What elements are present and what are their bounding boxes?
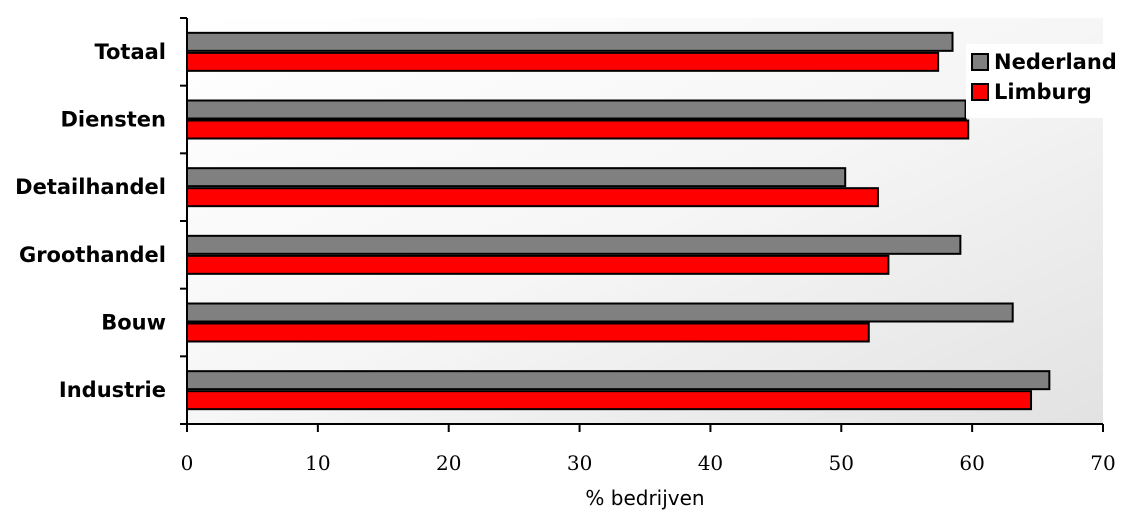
bar-nederland-diensten (186, 99, 967, 120)
x-tick-label-20: 20 (436, 451, 461, 475)
x-tick-label-30: 30 (567, 451, 592, 475)
bar-limburg-groothandel (186, 254, 890, 275)
x-tick-label-40: 40 (698, 451, 723, 475)
x-tick-label-10: 10 (305, 451, 330, 475)
category-label-diensten: Diensten (60, 108, 166, 132)
plot-area (187, 18, 1103, 424)
legend-label-limburg: Limburg (994, 80, 1092, 104)
bar-nederland-industrie (186, 370, 1051, 391)
tick-labels: 0 10 20 30 40 50 60 70 (181, 451, 1116, 475)
bar-limburg-detailhandel (186, 187, 879, 208)
bar-limburg-diensten (186, 119, 970, 140)
bar-nederland-groothandel (186, 234, 962, 255)
x-tick-label-60: 60 (959, 451, 984, 475)
bar-nederland-bouw (186, 302, 1014, 323)
bar-limburg-totaal (186, 51, 940, 72)
category-label-bouw: Bouw (101, 311, 166, 335)
bar-limburg-bouw (186, 322, 870, 343)
category-label-groothandel: Groothandel (19, 243, 166, 267)
x-tick-label-50: 50 (829, 451, 854, 475)
legend-label-nederland: Nederland (994, 50, 1117, 74)
bar-nederland-detailhandel (186, 167, 847, 188)
x-axis-title: % bedrijven (585, 486, 704, 510)
category-labels: Totaal Diensten Detailhandel Groothandel Bou… (15, 40, 166, 402)
bar-limburg-industrie (186, 390, 1033, 411)
bar-nederland-totaal (186, 31, 954, 52)
legend-swatch-nederland (971, 53, 989, 71)
category-label-totaal: Totaal (94, 40, 166, 64)
x-tick-label-70: 70 (1090, 451, 1115, 475)
category-label-detailhandel: Detailhandel (15, 175, 166, 199)
legend: Nederland Limburg (966, 44, 1117, 118)
x-tick-label-0: 0 (181, 451, 194, 475)
category-label-industrie: Industrie (59, 378, 166, 402)
legend-swatch-limburg (971, 83, 989, 101)
legend-background (966, 44, 1106, 118)
axes (180, 17, 1104, 432)
